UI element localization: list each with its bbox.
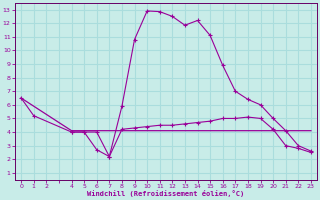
X-axis label: Windchill (Refroidissement éolien,°C): Windchill (Refroidissement éolien,°C) [87, 190, 245, 197]
